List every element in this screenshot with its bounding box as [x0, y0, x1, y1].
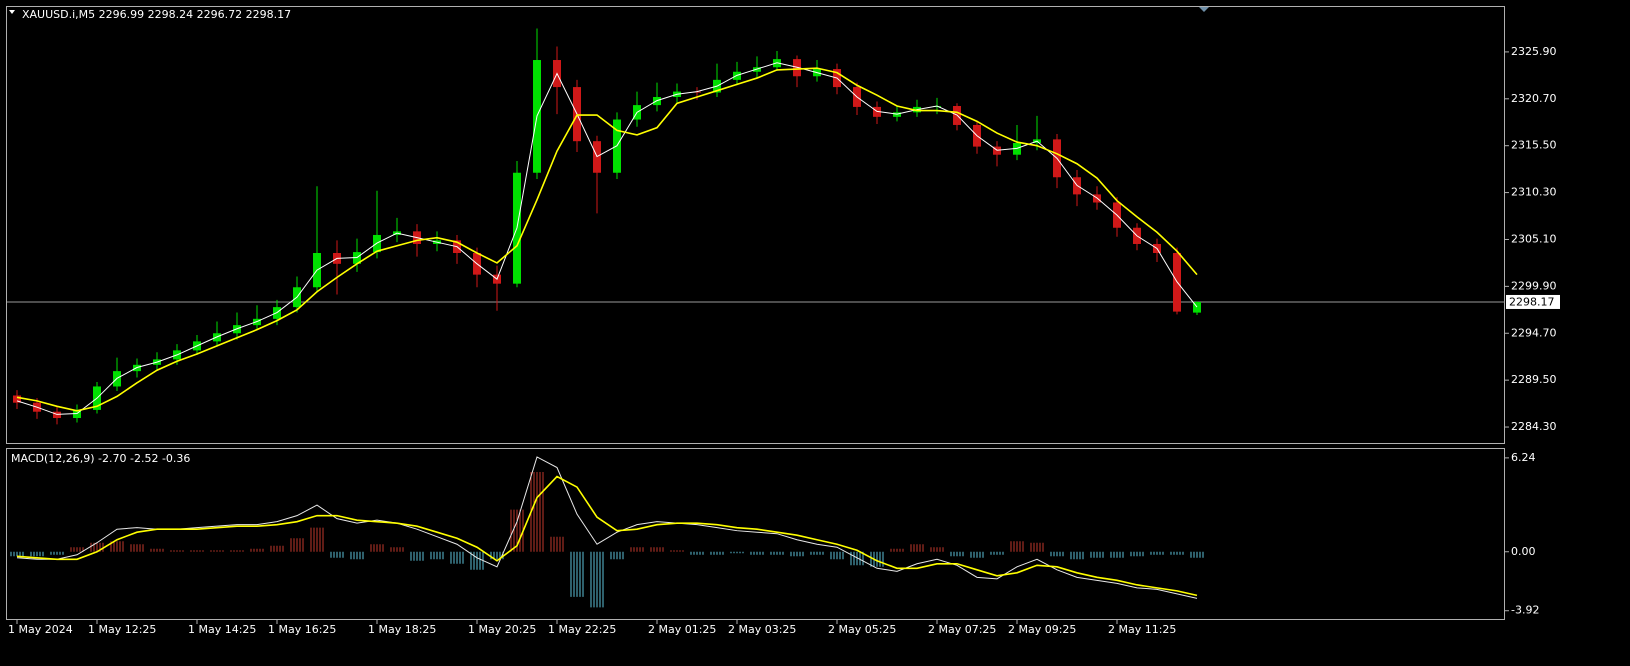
x-tick-label: 1 May 16:25 [268, 623, 336, 636]
y-tick-label: 2289.50 [1511, 373, 1557, 386]
y-tick-label: 2294.70 [1511, 326, 1557, 339]
menu-arrow[interactable] [9, 10, 15, 14]
indicator-line [16, 62, 1198, 415]
main-panel [6, 6, 1505, 444]
x-tick-label: 2 May 09:25 [1008, 623, 1076, 636]
x-tick-label: 2 May 11:25 [1108, 623, 1176, 636]
candle-body [693, 91, 701, 93]
x-tick-label: 1 May 14:25 [188, 623, 256, 636]
y-tick-label: 2310.30 [1511, 186, 1557, 199]
macd-header: MACD(12,26,9) -2.70 -2.52 -0.36 [11, 452, 190, 465]
y-tick-label: 2320.70 [1511, 92, 1557, 105]
x-tick-label: 2 May 07:25 [928, 623, 996, 636]
last-price-box [1506, 294, 1560, 309]
y-tick-label: 0.00 [1511, 545, 1536, 558]
y-tick-label: 2315.50 [1511, 139, 1557, 152]
x-tick-label: 1 May 22:25 [548, 623, 616, 636]
y-tick-label: -3.92 [1511, 604, 1539, 617]
indicator-line [16, 456, 1198, 599]
y-tick-label: 2305.10 [1511, 232, 1557, 245]
x-tick-label: 2 May 03:25 [728, 623, 796, 636]
y-tick-label: 6.24 [1511, 451, 1536, 464]
y-tick-label: 2299.90 [1511, 279, 1557, 292]
indicator-line [16, 475, 1198, 597]
x-tick-label: 1 May 12:25 [88, 623, 156, 636]
y-tick-label: 2284.30 [1511, 420, 1557, 433]
candle-body [13, 395, 21, 403]
macd-panel [6, 448, 1505, 620]
x-tick-label: 1 May 2024 [8, 623, 73, 636]
indicator-line [16, 67, 1198, 412]
shift-marker [1199, 7, 1209, 12]
x-tick-label: 2 May 01:25 [648, 623, 716, 636]
x-tick-label: 2 May 05:25 [828, 623, 896, 636]
y-tick-label: 2325.90 [1511, 45, 1557, 58]
x-tick-label: 1 May 18:25 [368, 623, 436, 636]
x-tick-label: 1 May 20:25 [468, 623, 536, 636]
symbol-header: XAUUSD.i,M5 2296.99 2298.24 2296.72 2298… [22, 8, 291, 21]
candle-body [1193, 301, 1201, 313]
last-price-label: 2298.17 [1509, 295, 1555, 308]
